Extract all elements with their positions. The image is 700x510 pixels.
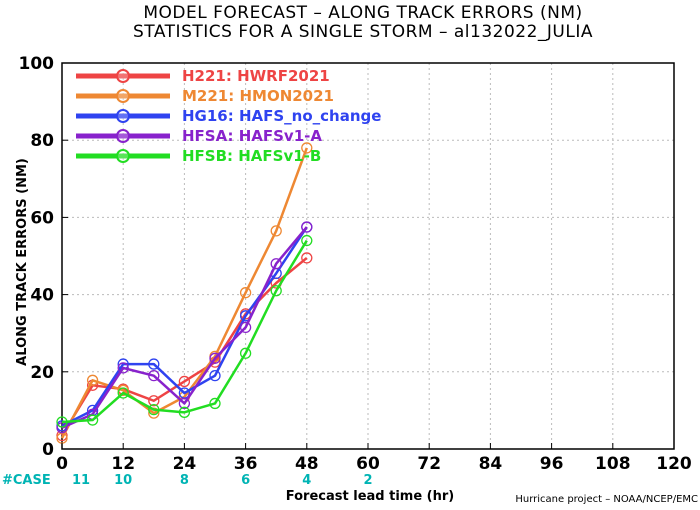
x-tick-label: 108 (595, 454, 631, 474)
data-point (270, 225, 282, 237)
data-point (148, 403, 160, 416)
case-count-row: #CASE 11 10 8 6 4 2 (2, 473, 373, 488)
data-point (270, 285, 282, 297)
legend-item: M221: HMON2021 (76, 87, 334, 105)
y-tick-label: 60 (30, 208, 54, 228)
data-point (178, 375, 191, 388)
series-line (61, 226, 308, 429)
data-point (239, 321, 252, 334)
series-lines (56, 142, 313, 444)
x-tick-label: 72 (417, 454, 441, 474)
x-tick-label: 12 (111, 454, 135, 474)
series-line (61, 239, 308, 424)
legend-swatch-marker (116, 109, 130, 123)
data-point (270, 258, 282, 270)
legend-swatch-marker (116, 69, 130, 83)
y-ticks: 0 20 40 60 80 100 (19, 54, 68, 460)
legend-label: M221: HMON2021 (182, 87, 334, 105)
data-point (148, 358, 160, 370)
x-tick-label: 36 (234, 454, 258, 474)
data-point (148, 407, 160, 419)
grid (62, 63, 674, 449)
chart-subtitle: STATISTICS FOR A SINGLE STORM – al132022… (133, 22, 593, 42)
case-label: #CASE (2, 473, 51, 488)
data-point (56, 416, 68, 428)
x-tick-label: 120 (656, 454, 692, 474)
data-point (209, 352, 221, 364)
data-point (301, 252, 313, 264)
data-point (86, 374, 99, 386)
data-point (56, 422, 68, 434)
data-point (209, 397, 221, 410)
data-point (301, 221, 313, 233)
case-count: 11 (72, 473, 90, 488)
x-tick-label: 48 (295, 454, 319, 474)
x-tick-label: 60 (356, 454, 380, 474)
y-tick-label: 0 (42, 440, 54, 460)
data-point (148, 395, 160, 407)
legend-swatch-marker (116, 149, 130, 163)
data-point (117, 384, 129, 396)
case-count: 2 (363, 473, 372, 488)
data-point (239, 287, 252, 299)
y-tick-label: 40 (30, 286, 54, 306)
legend-item: HG16: HAFS_no_change (76, 107, 381, 125)
data-point (148, 370, 160, 382)
legend-item: H221: HWRF2021 (76, 67, 330, 85)
chart-title: MODEL FORECAST – ALONG TRACK ERRORS (NM) (143, 3, 582, 23)
x-tick-label: 96 (540, 454, 564, 474)
case-count: 4 (302, 473, 311, 488)
data-point (301, 142, 313, 154)
data-point (117, 387, 129, 399)
y-tick-label: 80 (30, 131, 54, 151)
series-line (60, 147, 308, 439)
case-count: 6 (241, 473, 250, 488)
legend-label: HFSB: HAFSv1-B (182, 147, 321, 165)
legend-swatch-marker (116, 129, 130, 143)
data-point (209, 370, 221, 382)
data-point (86, 414, 99, 426)
legend: H221: HWRF2021 M221: HMON2021 HG16: HAFS_n… (76, 67, 381, 165)
data-point (239, 347, 252, 359)
series-line (60, 256, 308, 437)
x-axis-label: Forecast lead time (hr) (286, 489, 454, 504)
case-count: 8 (180, 473, 189, 488)
x-tick-label: 24 (173, 454, 197, 474)
x-tick-label: 0 (56, 454, 68, 474)
data-point (178, 406, 191, 418)
x-tick-label: 84 (479, 454, 503, 474)
series (56, 234, 313, 428)
series (56, 221, 313, 434)
data-point (178, 397, 191, 410)
legend-item: HFSA: HAFSv1-A (76, 127, 322, 145)
credit-text: Hurricane project – NOAA/NCEP/EMC (515, 494, 698, 505)
y-axis-label: ALONG TRACK ERRORS (NM) (15, 158, 30, 366)
legend-swatch-marker (116, 89, 130, 103)
legend-label: HFSA: HAFSv1-A (182, 127, 322, 145)
y-tick-label: 100 (19, 54, 55, 74)
x-ticks: 0 12 24 36 48 60 72 84 96 108 120 (56, 443, 692, 474)
data-point (301, 234, 313, 247)
legend-label: H221: HWRF2021 (182, 67, 330, 85)
legend-label: HG16: HAFS_no_change (182, 107, 381, 125)
data-point (117, 362, 129, 374)
y-tick-label: 20 (30, 363, 54, 383)
case-count: 10 (114, 473, 132, 488)
legend-item: HFSB: HAFSv1-B (76, 147, 321, 165)
